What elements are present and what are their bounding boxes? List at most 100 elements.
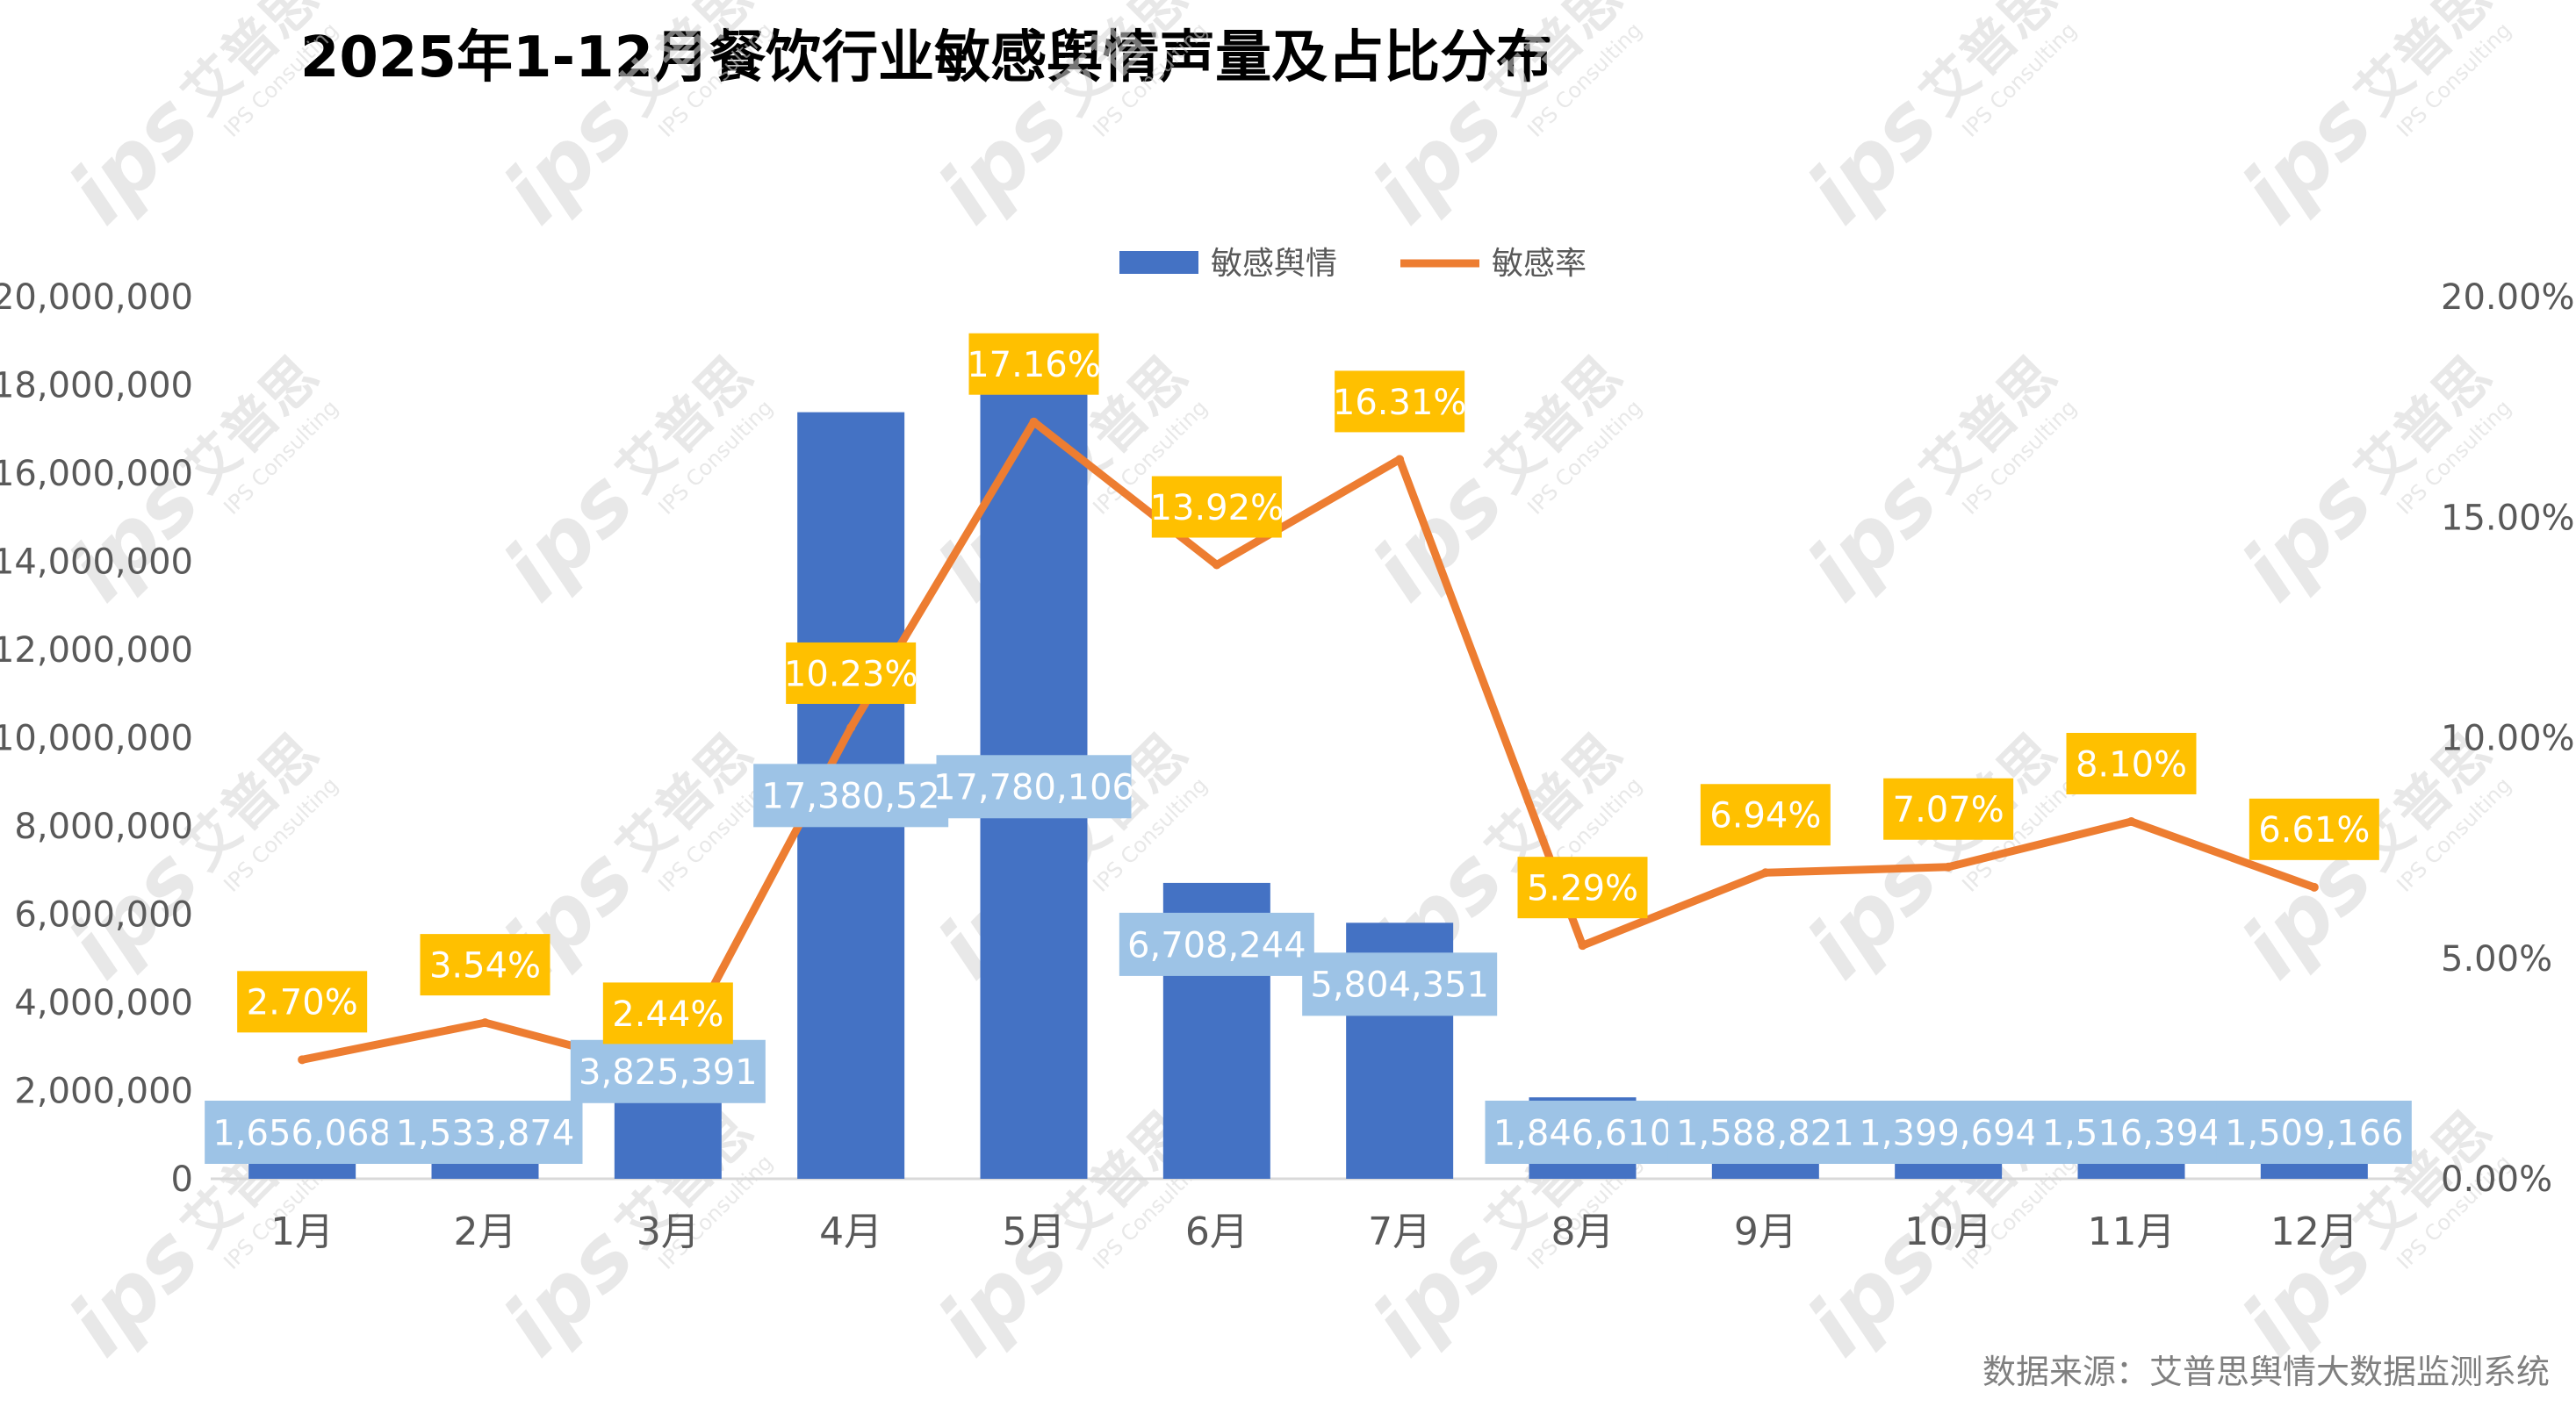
y-right-tick-label: 20.00%: [2441, 277, 2575, 318]
bar-value-label: 1,533,874: [387, 1101, 583, 1164]
bar-value-label: 6,708,244: [1119, 912, 1314, 976]
svg-text:5,804,351: 5,804,351: [1310, 966, 1489, 1006]
svg-text:1,846,610: 1,846,610: [1493, 1113, 1673, 1153]
x-tick-label: 11月: [2088, 1210, 2176, 1254]
svg-text:17,380,52: 17,380,52: [761, 777, 940, 817]
line-point: [846, 722, 856, 732]
bar-value-label: 1,846,610: [1485, 1101, 1680, 1164]
x-tick-label: 3月: [637, 1210, 700, 1254]
y-left-tick-label: 6,000,000: [14, 895, 193, 936]
line-value-label: 17.16%: [967, 333, 1101, 395]
line-point: [1395, 455, 1405, 464]
x-tick-label: 12月: [2270, 1210, 2358, 1254]
bar-value-label: 1,588,821: [1667, 1101, 1863, 1164]
svg-text:2.44%: 2.44%: [612, 994, 723, 1035]
y-left-tick-label: 8,000,000: [14, 807, 193, 847]
y-right-tick-label: 10.00%: [2441, 719, 2575, 759]
y-left-tick-label: 18,000,000: [0, 366, 193, 406]
line-point: [1578, 941, 1587, 951]
bar-value-label: 3,825,391: [570, 1039, 766, 1103]
x-tick-label: 4月: [819, 1210, 882, 1254]
svg-text:17,780,106: 17,780,106: [933, 768, 1134, 808]
chart-title: 2025年1-12月餐饮行业敏感舆情声量及占比分布: [299, 25, 1553, 90]
svg-text:5.29%: 5.29%: [1527, 869, 1638, 909]
y-right-tick-label: 15.00%: [2441, 498, 2575, 538]
legend-item-line: 敏感率: [1400, 246, 1587, 282]
svg-text:3.54%: 3.54%: [429, 946, 541, 987]
svg-text:1,656,068: 1,656,068: [212, 1113, 392, 1153]
y-left-tick-label: 14,000,000: [0, 542, 193, 583]
y-left-tick-label: 2,000,000: [14, 1072, 193, 1112]
legend: 敏感舆情 敏感率: [1119, 246, 1587, 282]
bar-value-label: 17,380,52: [753, 764, 949, 828]
y-right-tick-label: 5.00%: [2441, 939, 2552, 980]
svg-text:8.10%: 8.10%: [2076, 744, 2187, 785]
svg-text:1,509,166: 1,509,166: [2225, 1113, 2404, 1153]
svg-text:13.92%: 13.92%: [1150, 488, 1284, 528]
y-right-tick-label: 0.00%: [2441, 1159, 2552, 1200]
y-left-tick-label: 20,000,000: [0, 277, 193, 318]
line-value-label: 6.61%: [2249, 798, 2379, 860]
bar-value-label: 1,516,394: [2033, 1101, 2229, 1164]
x-tick-label: 10月: [1904, 1210, 1992, 1254]
legend-item-bar: 敏感舆情: [1119, 246, 1337, 282]
bar-value-label: 17,780,106: [933, 755, 1134, 819]
line-value-label: 8.10%: [2066, 732, 2197, 794]
legend-label-bar: 敏感舆情: [1211, 246, 1337, 282]
svg-text:6,708,244: 6,708,244: [1127, 925, 1306, 966]
legend-label-line: 敏感率: [1492, 246, 1587, 282]
line-point: [1944, 862, 1954, 872]
x-tick-label: 2月: [454, 1210, 517, 1254]
line-value-label: 6.94%: [1700, 784, 1831, 846]
svg-text:17.16%: 17.16%: [967, 345, 1101, 385]
x-tick-label: 7月: [1368, 1210, 1431, 1254]
y-left-tick-label: 10,000,000: [0, 719, 193, 759]
bar-value-label: 1,656,068: [205, 1101, 400, 1164]
x-tick-label: 8月: [1551, 1210, 1615, 1254]
svg-text:6.94%: 6.94%: [1709, 796, 1821, 836]
svg-text:7.07%: 7.07%: [1893, 790, 2004, 830]
y-left-tick-label: 16,000,000: [0, 454, 193, 494]
bar-value-label: 1,399,694: [1851, 1101, 2047, 1164]
line-value-label: 13.92%: [1150, 476, 1284, 538]
line-point: [1029, 417, 1039, 427]
line-point: [480, 1018, 490, 1028]
line-value-label: 7.07%: [1883, 778, 2014, 840]
x-tick-label: 6月: [1185, 1210, 1248, 1254]
svg-text:6.61%: 6.61%: [2258, 810, 2370, 851]
line-value-label: 10.23%: [784, 642, 918, 704]
axes: 0 2,000,000 4,000,000 6,000,000 8,000,000 10,…: [0, 277, 2575, 1254]
svg-text:3,825,391: 3,825,391: [579, 1052, 758, 1093]
line-value-label: 5.29%: [1517, 857, 1648, 919]
bar-value-label: 1,509,166: [2216, 1101, 2412, 1164]
y-left-tick-label: 12,000,000: [0, 630, 193, 671]
line-point: [1212, 560, 1221, 570]
svg-text:10.23%: 10.23%: [784, 654, 918, 694]
svg-text:1,588,821: 1,588,821: [1676, 1113, 1855, 1153]
bar-value-label: 5,804,351: [1302, 952, 1498, 1016]
line-point: [2126, 816, 2136, 826]
svg-text:1,533,874: 1,533,874: [396, 1113, 575, 1153]
x-tick-label: 5月: [1003, 1210, 1066, 1254]
legend-swatch-bar: [1119, 251, 1198, 274]
line-point: [2309, 882, 2319, 892]
line-point: [298, 1055, 307, 1065]
x-tick-label: 1月: [270, 1210, 334, 1254]
line-value-label: 3.54%: [420, 934, 550, 996]
svg-text:16.31%: 16.31%: [1333, 383, 1467, 423]
y-left-tick-label: 4,000,000: [14, 983, 193, 1023]
line-value-label: 2.70%: [237, 971, 368, 1033]
source-note: 数据来源：艾普思舆情大数据监测系统: [1982, 1353, 2550, 1391]
y-left-tick-label: 0: [171, 1159, 193, 1200]
